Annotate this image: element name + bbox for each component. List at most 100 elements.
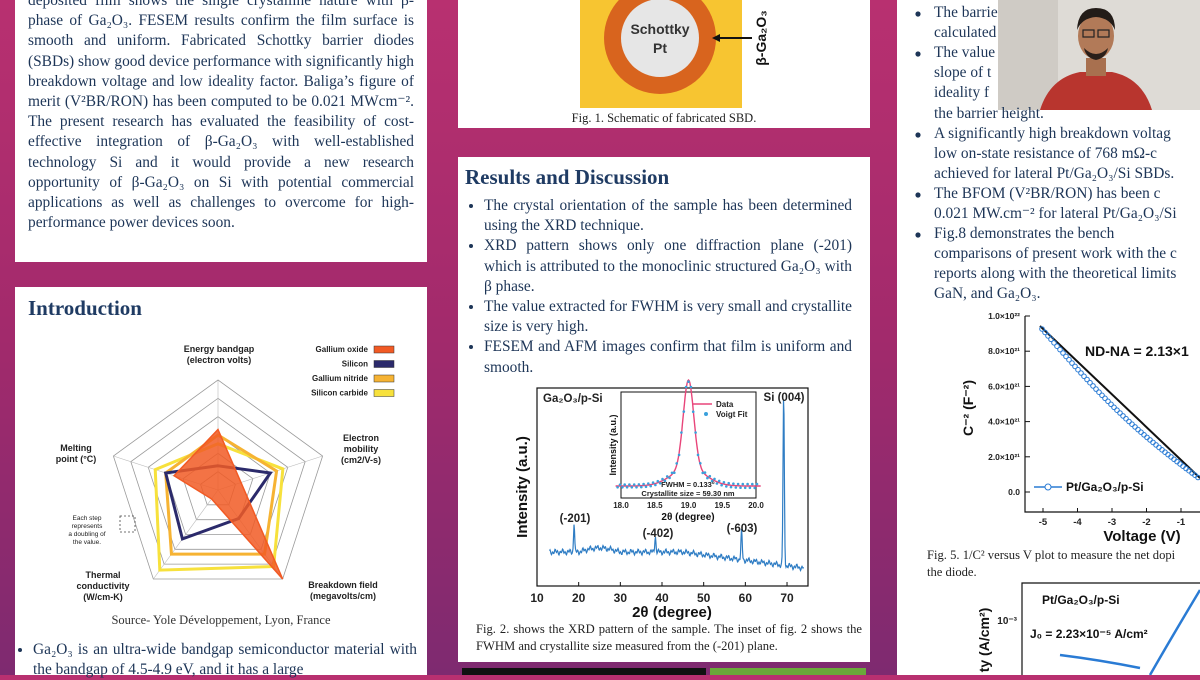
metal-label: Schottky Pt	[630, 21, 690, 56]
data-point	[1039, 326, 1045, 332]
data-point	[670, 471, 674, 475]
x-tick-label: 40	[655, 591, 669, 605]
legend-swatch	[373, 389, 395, 397]
inset-note: Crystallite size = 59.30 nm	[641, 489, 735, 498]
xrd-chart: 10 20 30 40 50 60 70 2θ (degree) Intensity (a.u.…	[514, 379, 809, 621]
data-point	[1087, 379, 1093, 386]
data-point	[682, 410, 686, 413]
plot-frame	[1021, 582, 1200, 675]
data-point	[1069, 360, 1075, 366]
right-panel	[897, 0, 1200, 675]
legend-label: Gallium nitride	[312, 374, 369, 383]
data-point	[1105, 398, 1111, 405]
data-point	[649, 484, 652, 488]
peak-label: Si (004)	[764, 392, 805, 404]
data-point	[1054, 343, 1060, 350]
x-tick-label: 30	[614, 591, 628, 605]
data-point	[739, 486, 742, 490]
data-point	[623, 483, 626, 486]
data-point	[628, 483, 631, 486]
data-point	[696, 453, 700, 457]
legend-swatch	[373, 360, 395, 368]
inset-frame	[620, 391, 757, 499]
peak-label: (-402)	[643, 528, 674, 540]
y-tick-label: 1.0×10²²	[988, 311, 1020, 321]
cv-chart: 1.0×10²² 8.0×10²¹ 6.0×10²¹ 4.0×10²¹ 2.0×10²¹…	[960, 311, 1200, 545]
bullet-dot	[915, 192, 921, 198]
y-axis-label: C⁻² (F⁻²)	[960, 380, 976, 436]
y-axis-label: Intensity (a.u.)	[514, 436, 531, 538]
bullet-marker	[914, 224, 922, 244]
abstract-panel	[15, 0, 427, 262]
text-line: the barrier height.	[934, 104, 1044, 122]
bullet: XRD pattern shows only one diffraction p…	[484, 236, 852, 297]
peak-label: (-201)	[560, 513, 591, 525]
data-point	[743, 486, 747, 490]
legend-label: Voigt Fit	[716, 410, 748, 419]
x-tick-label: 60	[739, 591, 753, 605]
data-point	[616, 486, 619, 489]
data-point	[715, 482, 719, 485]
data-point	[1120, 413, 1126, 419]
data-point	[1042, 329, 1048, 336]
radar-area	[172, 428, 284, 580]
data-point	[1099, 392, 1105, 399]
video-overlay	[998, 0, 1200, 110]
data-point	[713, 477, 716, 481]
x-tick-label: -1	[1177, 517, 1186, 528]
data-point	[684, 385, 688, 389]
list: Ga₂O₃ is an ultra-wide bandgap semicondu…	[15, 640, 417, 680]
data-point	[677, 453, 681, 457]
radar-chart: Gallium oxide Silicon Gallium nitride Silic…	[56, 344, 395, 602]
data-point	[741, 482, 745, 486]
data-point	[644, 485, 648, 489]
layer-label: β-Ga₂O₃	[753, 10, 769, 66]
data-point	[1117, 410, 1123, 416]
abstract-text: deposited film shows the single crystall…	[28, 0, 414, 232]
data-point	[625, 486, 629, 489]
radar-outline	[164, 433, 279, 556]
data-point	[618, 483, 622, 487]
data-point	[651, 481, 655, 484]
fit-curve	[615, 379, 761, 487]
data-point	[680, 431, 683, 434]
legend-dot	[1044, 483, 1052, 491]
legend-swatch	[373, 345, 395, 354]
y-tick-label: 10⁻³	[997, 616, 1017, 627]
xrd-curve	[548, 399, 805, 573]
data-point	[699, 462, 702, 465]
text-line: Fig.8 demonstrates the bench	[934, 225, 1115, 243]
data-point	[729, 485, 733, 489]
bullet: The crystal orientation of the sample ha…	[484, 196, 852, 236]
x-tick-label: 20.0	[748, 501, 764, 510]
data-point	[1081, 373, 1087, 380]
data-point	[689, 385, 693, 389]
radar-ring	[112, 379, 324, 580]
y-axis-label: Intensity (a.u.)	[608, 414, 618, 475]
plot-frame	[536, 387, 809, 587]
radar-spoke	[153, 489, 219, 580]
data-point	[1111, 404, 1117, 411]
y-tick-label: 0.0	[1008, 487, 1020, 497]
y-axis-label: ty (A/cm²)	[976, 608, 992, 673]
data-point	[734, 486, 738, 489]
text-line: The BFOM (V²BR/RON) has been c	[934, 184, 1161, 202]
data-point	[736, 482, 740, 486]
note: Each step represents a doubling of the valu…	[68, 515, 105, 546]
data-point	[687, 380, 690, 384]
data-point	[632, 483, 636, 486]
data-point	[691, 410, 695, 414]
data-point	[755, 482, 759, 486]
legend-label: Silicon	[342, 360, 368, 369]
data-point	[708, 474, 712, 478]
figure-caption: Fig. 1. Schematic of fabricated SBD.	[571, 111, 757, 125]
bullet: The value extracted for FWHM is very sma…	[484, 297, 852, 337]
axis-label: Thermal conductivity (W/cm-K)	[76, 570, 129, 602]
data-point	[1123, 415, 1129, 422]
legend-label: Gallium oxide	[316, 345, 369, 354]
data-point	[1093, 386, 1099, 392]
data-point	[1096, 389, 1102, 396]
data-point	[1108, 401, 1114, 408]
